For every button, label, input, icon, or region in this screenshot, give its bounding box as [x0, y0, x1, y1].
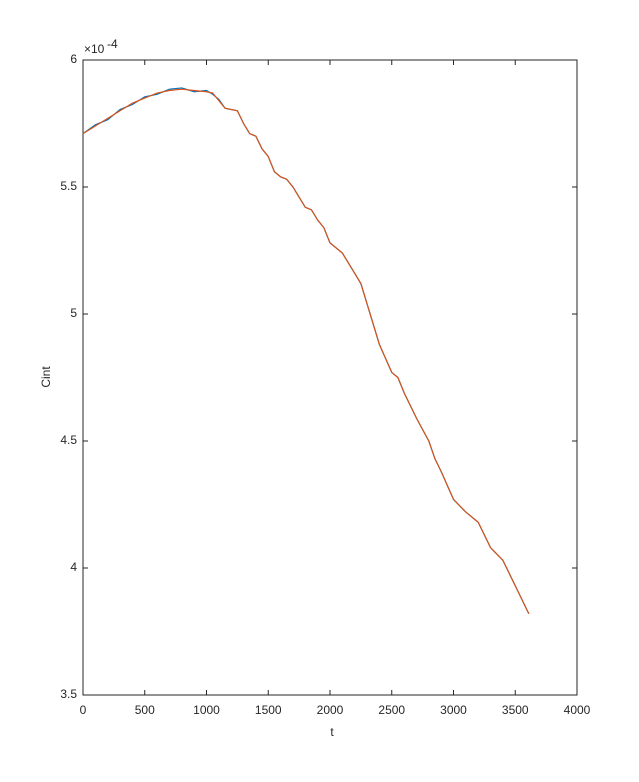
x-tick-label: 2000: [317, 703, 344, 717]
y-tick-label: 5: [70, 306, 77, 320]
x-tick-label: 0: [80, 703, 87, 717]
x-tick-label: 500: [135, 703, 155, 717]
x-tick-label: 1500: [255, 703, 282, 717]
y-scale-exponent: -4: [107, 37, 118, 51]
data-line: [82, 88, 530, 614]
x-tick-label: 1000: [193, 703, 220, 717]
y-tick-label: 4: [70, 560, 77, 574]
data-line: [82, 87, 530, 614]
y-tick-label: 5.5: [60, 179, 77, 193]
x-tick-label: 3500: [502, 703, 529, 717]
y-tick-label: 6: [70, 52, 77, 66]
axes-box: [82, 59, 578, 696]
x-tick-label: 4000: [564, 703, 591, 717]
y-scale-base: ×10: [84, 42, 105, 56]
y-axis-label: Cint: [39, 366, 53, 388]
y-tick-label: 3.5: [60, 687, 77, 701]
x-tick-label: 2500: [378, 703, 405, 717]
x-tick-label: 3000: [440, 703, 467, 717]
x-axis-label: t: [330, 725, 334, 739]
y-tick-label: 4.5: [60, 433, 77, 447]
